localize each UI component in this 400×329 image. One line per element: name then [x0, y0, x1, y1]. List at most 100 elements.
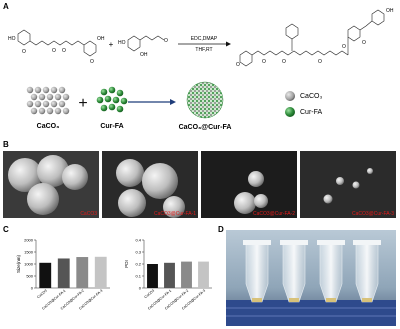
cur-fa-particle — [100, 104, 108, 112]
particle — [116, 159, 144, 187]
particle — [8, 158, 42, 192]
panel-label: B — [3, 140, 9, 149]
bar — [181, 261, 192, 288]
panel-label: A — [3, 2, 9, 11]
particle — [27, 183, 59, 215]
reagent: EDC,DMAP — [191, 36, 218, 42]
atom-label: O — [262, 59, 266, 65]
component-label: CaCO₃ — [37, 123, 60, 130]
y-tick-label: 0 — [31, 286, 34, 291]
cur-fa-cluster — [96, 86, 128, 113]
y-tick-label: 0 — [139, 286, 142, 291]
atom-label: O — [164, 38, 168, 44]
sem-image: CaCO3 — [3, 151, 99, 218]
atom-label: O — [282, 59, 286, 65]
sem-caption: CaCO3@Cur-FA-1 — [154, 211, 196, 217]
cur-fa-particle — [116, 89, 124, 97]
bar — [198, 261, 209, 288]
panel-label: C — [3, 225, 9, 234]
legend-marker — [285, 107, 295, 117]
particle — [37, 155, 69, 187]
particle — [62, 164, 88, 190]
y-tick-label: 0.4 — [135, 238, 141, 243]
caco3-particle — [26, 100, 34, 108]
caco3-particle — [34, 86, 42, 94]
caco3-particle — [42, 86, 50, 94]
caco3-particle — [42, 100, 50, 108]
y-tick-label: 0.3 — [135, 250, 141, 255]
y-axis-label: PDI — [124, 260, 129, 268]
cur-fa-particle — [108, 86, 116, 94]
caco3-particle — [58, 100, 66, 108]
cur-fa-particle — [100, 88, 108, 96]
y-tick-label: 0.2 — [135, 262, 141, 267]
atom-label: O — [342, 44, 346, 50]
x-tick-label: CaCO3 — [144, 289, 156, 300]
sem-caption: CaCO3 — [80, 211, 97, 217]
caco3-particle — [30, 107, 38, 115]
atom-label: O — [62, 48, 66, 54]
particle — [234, 192, 256, 214]
y-tick-label: 1500 — [24, 250, 34, 255]
particle — [248, 171, 264, 187]
sem-background — [300, 151, 396, 218]
atom-label: HO — [8, 36, 16, 42]
particle — [254, 194, 268, 208]
component-label: Cur-FA — [100, 123, 123, 130]
chemical-structures — [17, 9, 385, 67]
atom-label: O — [90, 59, 94, 65]
particle — [142, 163, 178, 199]
x-tick-label: CaCO3 — [36, 289, 48, 300]
bar — [39, 262, 52, 288]
sem-caption: CaCO3@Cur-FA-3 — [352, 211, 394, 217]
caco3-particle — [26, 86, 34, 94]
arrow-head — [226, 41, 231, 47]
atom-label: O — [236, 62, 240, 68]
cur-fa-particle — [120, 97, 128, 105]
caco3-particle — [38, 107, 46, 115]
particle — [118, 189, 146, 217]
bar — [57, 258, 70, 288]
caco3-particle — [50, 86, 58, 94]
atom-label: OH — [97, 36, 105, 42]
y-tick-label: 2000 — [24, 238, 34, 243]
y-tick-label: 500 — [26, 274, 33, 279]
caco3-particle — [38, 93, 46, 101]
caco3-particle — [50, 100, 58, 108]
particle — [352, 181, 360, 189]
panel-label: D — [218, 225, 224, 234]
caco3-cluster — [26, 86, 70, 115]
sem-image: CaCO3@Cur-FA-2 — [201, 151, 297, 218]
caco3-particle — [62, 107, 70, 115]
cur-fa-particle — [112, 96, 120, 104]
caco3-particle — [54, 93, 62, 101]
particle — [163, 196, 185, 218]
composite-particle — [186, 81, 224, 119]
plus: + — [109, 40, 114, 49]
plus: + — [78, 95, 87, 112]
cur-fa-particle — [116, 105, 124, 113]
legend-marker — [285, 91, 295, 101]
caco3-particle — [30, 93, 38, 101]
tube-photo — [226, 230, 396, 326]
cur-fa-particle — [96, 96, 104, 104]
cur-fa-particle — [108, 103, 116, 111]
atom-label: HO — [118, 40, 126, 46]
bar — [147, 264, 158, 288]
atom-label: O — [362, 40, 366, 46]
atom-label: OH — [386, 8, 394, 14]
particle — [336, 177, 344, 185]
sem-image: CaCO3@Cur-FA-3 — [300, 151, 396, 218]
y-tick-label: 0.1 — [135, 274, 141, 279]
bar — [94, 256, 107, 288]
atom-label: O — [318, 59, 322, 65]
caco3-particle — [46, 107, 54, 115]
caco3-particle — [54, 107, 62, 115]
caco3-particle — [62, 93, 70, 101]
caco3-particle — [58, 86, 66, 94]
reagent: THF,RT — [195, 47, 212, 53]
arrow-head — [170, 99, 176, 105]
atom-label: OH — [140, 52, 148, 58]
